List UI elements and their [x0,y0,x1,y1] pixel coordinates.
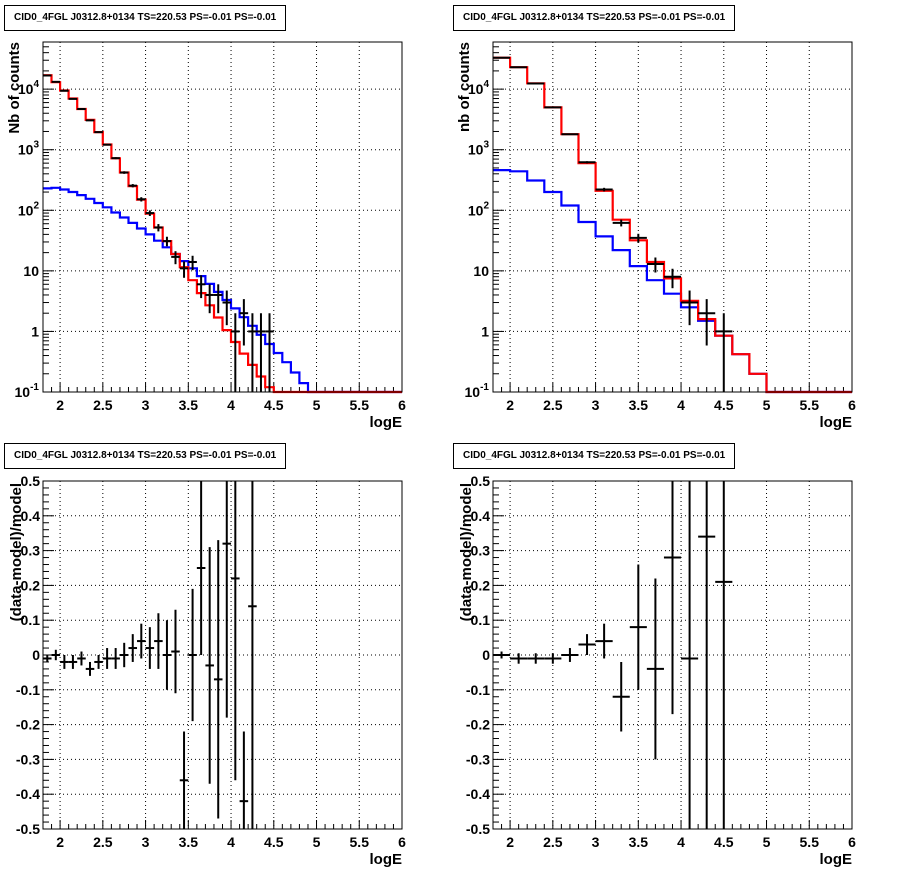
y-tick-label: -0.2 [466,717,490,733]
x-tick-label: 6 [398,834,406,850]
y-axis-label: Nb of counts [6,42,23,134]
y-axis-label: (data-model)/model [8,483,25,621]
x-tick-label: 3 [142,397,150,413]
x-axis-label: logE [820,851,853,868]
x-tick-label: 5.5 [800,834,820,850]
y-tick-label: 10-1 [465,382,490,400]
y-tick-label: 0 [482,647,490,663]
y-tick-label: 0.1 [21,612,41,628]
x-tick-label: 5 [763,397,771,413]
y-tick-label: 1 [481,323,489,339]
y-tick-label: 0.5 [21,473,41,489]
y-tick-label: 0.4 [471,508,491,524]
plot-frame [492,480,853,830]
x-tick-label: 5.5 [350,834,370,850]
y-tick-label: 0.1 [471,612,491,628]
y-tick-label: 102 [18,200,40,218]
y-tick-label: 0.3 [21,543,41,559]
x-tick-label: 3.5 [629,834,649,850]
x-tick-label: 5 [763,834,771,850]
y-tick-label: -0.3 [466,751,490,767]
x-tick-label: 4 [677,397,685,413]
y-tick-label: 10-1 [15,382,40,400]
y-tick-label: 104 [468,79,490,97]
x-tick-label: 3.5 [179,834,199,850]
y-tick-label: -0.3 [16,751,40,767]
plot-frame [42,41,403,393]
panel-title-bottom-left: CID0_4FGL J0312.8+0134 TS=220.53 PS=-0.0… [4,443,287,469]
x-tick-label: 4 [677,834,685,850]
y-tick-label: -0.1 [466,682,490,698]
y-axis-label: nb of counts [456,42,473,132]
x-tick-label: 2.5 [93,397,113,413]
x-tick-label: 3 [142,834,150,850]
y-tick-label: 103 [468,140,490,158]
component-histogram [43,186,402,394]
x-tick-label: 4 [227,397,235,413]
x-tick-label: 2 [506,834,514,850]
x-tick-label: 2 [506,397,514,413]
y-tick-label: -0.1 [16,682,40,698]
x-tick-label: 2.5 [543,834,563,850]
x-tick-label: 4.5 [264,834,284,850]
x-tick-label: 6 [848,397,856,413]
x-tick-label: 2 [56,834,64,850]
x-tick-label: 5 [313,397,321,413]
panel-title-top-left: CID0_4FGL J0312.8+0134 TS=220.53 PS=-0.0… [4,5,287,31]
x-axis-label: logE [820,414,853,431]
x-tick-label: 3 [592,397,600,413]
x-tick-label: 5.5 [350,397,370,413]
y-tick-label: 0.3 [471,543,491,559]
y-tick-label: -0.2 [16,717,40,733]
panel-title-bottom-right: CID0_4FGL J0312.8+0134 TS=220.53 PS=-0.0… [453,443,736,469]
y-tick-label: 0.4 [21,508,41,524]
y-tick-label: -0.5 [16,821,40,837]
plot-frame [492,41,853,393]
x-tick-label: 3.5 [629,397,649,413]
x-tick-label: 6 [398,397,406,413]
total-model-histogram [43,74,402,394]
x-tick-label: 4.5 [714,397,734,413]
y-tick-label: 103 [18,140,40,158]
x-tick-label: 3 [592,834,600,850]
plot-frame [42,480,403,830]
x-tick-label: 6 [848,834,856,850]
y-tick-label: 0.2 [21,577,41,593]
x-tick-label: 4.5 [714,834,734,850]
x-tick-label: 2.5 [543,397,563,413]
y-tick-label: 104 [18,79,40,97]
x-tick-label: 4 [227,834,235,850]
y-tick-label: -0.5 [466,821,490,837]
residual-panel-2: -0.5 -0.4 -0.3 -0.2 -0.1 0 0.1 0.2 0.3 0.4 0.5 2 2.5… [8,473,406,868]
x-axis-label: logE [370,414,403,431]
y-tick-label: -0.4 [466,786,490,802]
x-tick-label: 2 [56,397,64,413]
y-tick-label: 0.2 [471,577,491,593]
y-tick-label: 10 [23,263,39,279]
y-tick-label: 0 [32,647,40,663]
x-tick-label: 2.5 [93,834,113,850]
y-tick-label: 102 [468,200,490,218]
x-tick-label: 5.5 [800,397,820,413]
residual-panel-3: -0.5 -0.4 -0.3 -0.2 -0.1 0 0.1 0.2 0.3 0.4 0.5 2 2.5… [458,473,856,868]
y-tick-label: -0.4 [16,786,40,802]
y-tick-label: 0.5 [471,473,491,489]
x-axis-label: logE [370,851,403,868]
y-axis-label: (data-model)/model [458,483,475,621]
y-tick-label: 1 [31,323,39,339]
x-tick-label: 4.5 [264,397,284,413]
x-tick-label: 3.5 [179,397,199,413]
panel-title-top-right: CID0_4FGL J0312.8+0134 TS=220.53 PS=-0.0… [453,5,736,31]
x-tick-label: 5 [313,834,321,850]
y-tick-label: 10 [473,263,489,279]
